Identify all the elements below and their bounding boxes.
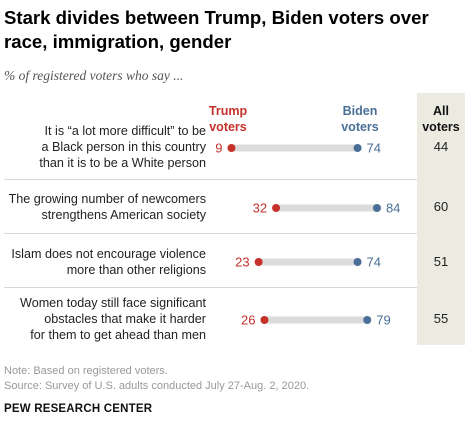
trump-value-label-3: 23 — [235, 255, 249, 270]
row-label-4: Women today still face significant obsta… — [0, 295, 206, 343]
chart-note: Note: Based on registered voters. — [4, 365, 168, 377]
biden-dot-1 — [353, 144, 362, 152]
trump-dot-1 — [227, 144, 236, 152]
all-voters-value-1: 44 — [433, 139, 449, 154]
biden-dot-4 — [363, 316, 372, 324]
all-voters-value-2: 60 — [433, 199, 449, 214]
row-label-4-line-2: obstacles that make it harder — [44, 312, 206, 326]
trump-dot-2 — [272, 204, 281, 212]
all-voters-header-text: All voters — [422, 104, 460, 134]
row-divider-2 — [4, 233, 417, 234]
row-label-2: The growing number of newcomers strength… — [0, 191, 206, 223]
chart-title: Stark divides between Trump, Biden voter… — [4, 7, 429, 52]
row-label-2-line-1: The growing number of newcomers — [8, 192, 206, 206]
row-divider-1 — [4, 179, 417, 180]
biden-value-label-1: 74 — [367, 141, 381, 156]
trump-value-label-2: 32 — [253, 201, 267, 216]
trump-dot-3 — [254, 258, 263, 266]
row-label-3-line-2: more than other religions — [66, 263, 206, 277]
row-label-1-line-2: a Black person in this country — [41, 140, 207, 154]
row-label-4-line-3: for them to get ahead than men — [30, 328, 206, 342]
biden-value-label-2: 84 — [386, 201, 400, 216]
row-label-3-line-1: Islam does not encourage violence — [11, 247, 206, 261]
biden-value-label-4: 79 — [376, 313, 390, 328]
biden-voters-header-text: Biden voters — [341, 104, 379, 134]
chart-subtitle: % of registered voters who say ... — [4, 68, 184, 83]
biden-dot-2 — [372, 204, 381, 212]
row-label-1-line-1: It is “a lot more difficult” to be — [44, 124, 206, 138]
chart-source: Source: Survey of U.S. adults conducted … — [4, 380, 310, 392]
trump-value-label-1: 9 — [215, 141, 222, 156]
row-label-3: Islam does not encourage violence more t… — [0, 246, 206, 278]
trump-voters-header-text: Trump voters — [208, 104, 248, 134]
trump-value-label-4: 26 — [241, 313, 255, 328]
row-label-1-line-3: than it is to be a White person — [39, 156, 206, 170]
all-voters-header: All voters — [418, 103, 464, 135]
trump-voters-header: Trump voters — [206, 103, 250, 135]
biden-dot-3 — [353, 258, 362, 266]
trump-dot-4 — [260, 316, 269, 324]
all-voters-value-3: 51 — [433, 254, 449, 269]
row-divider-3 — [4, 287, 417, 288]
brand-label: PEW RESEARCH CENTER — [4, 403, 153, 415]
row-label-4-line-1: Women today still face significant — [20, 296, 206, 310]
all-voters-value-4: 55 — [433, 311, 449, 326]
all-voters-column-bg — [417, 93, 465, 345]
row-label-1: It is “a lot more difficult” to be a Bla… — [0, 123, 206, 171]
row-label-2-line-2: strengthens American society — [41, 208, 207, 222]
biden-value-label-3: 74 — [367, 255, 381, 270]
biden-voters-header: Biden voters — [338, 103, 382, 135]
